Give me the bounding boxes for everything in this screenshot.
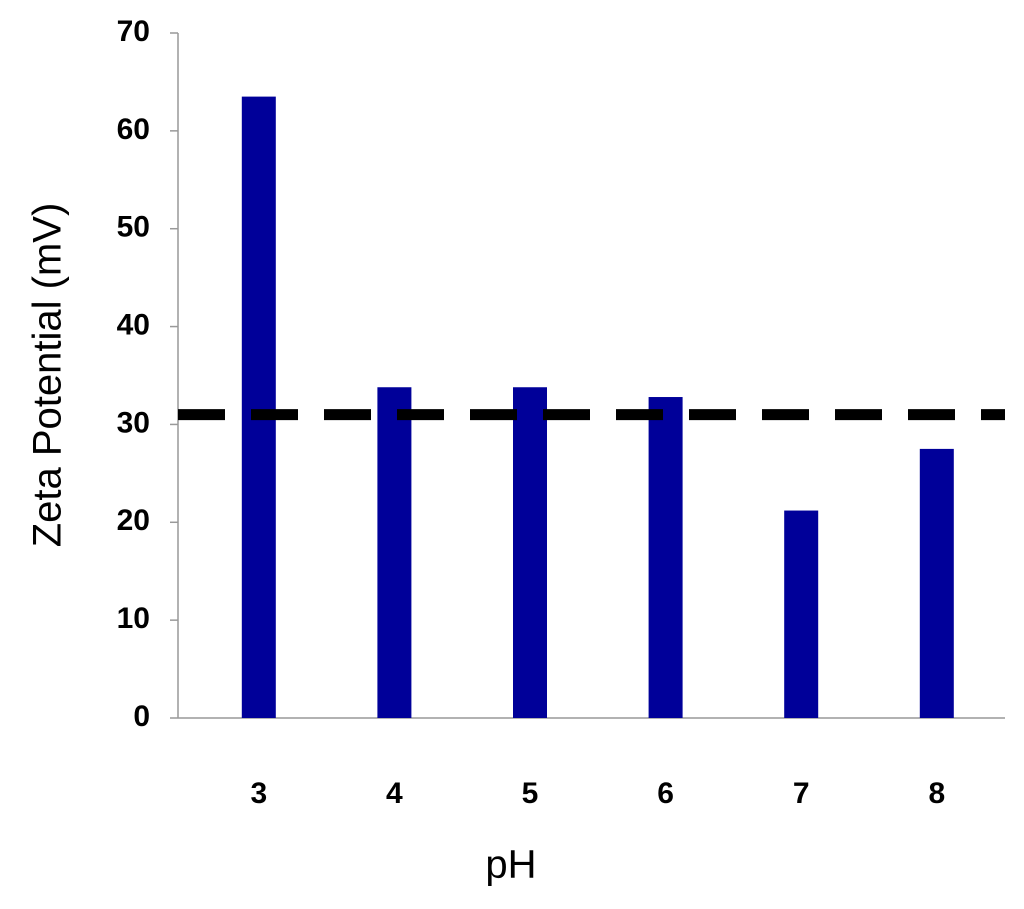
bar (648, 397, 683, 718)
x-tick-label: 7 (793, 777, 810, 810)
y-tick-label: 0 (133, 700, 150, 733)
bar (784, 510, 819, 718)
y-axis-title: Zeta Potential (mV) (26, 203, 70, 548)
bar (919, 448, 954, 718)
bar (241, 96, 276, 719)
y-tick-label: 40 (117, 308, 150, 341)
y-tick-label: 60 (117, 113, 150, 146)
y-tick-label: 70 (117, 15, 150, 48)
x-tick-label: 8 (928, 777, 945, 810)
y-tick-label: 50 (117, 211, 150, 244)
x-tick-label: 3 (250, 777, 267, 810)
y-tick-label: 30 (117, 406, 150, 439)
y-tick-label: 10 (117, 602, 150, 635)
x-tick-label: 4 (386, 777, 403, 810)
y-tick-label: 20 (117, 504, 150, 537)
x-tick-label: 5 (522, 777, 539, 810)
x-axis-title: pH (485, 843, 536, 887)
bar (377, 387, 412, 718)
x-tick-label: 6 (657, 777, 674, 810)
bar (513, 387, 547, 718)
